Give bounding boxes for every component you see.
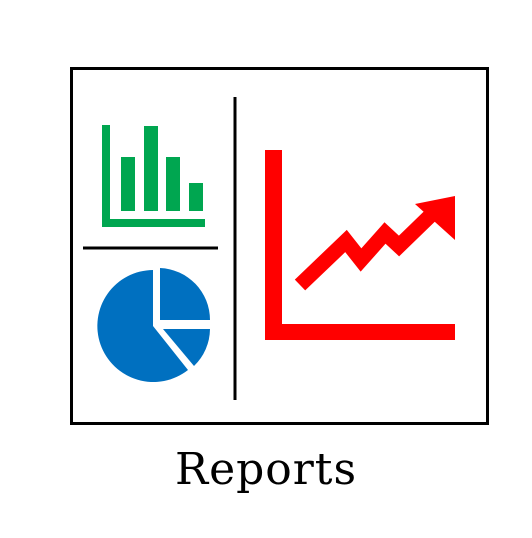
- pie-chart-top-slice: [160, 268, 211, 320]
- line-chart-axis-horizontal: [265, 324, 455, 340]
- frame-border: [70, 67, 489, 425]
- bar-chart-bar: [144, 126, 158, 211]
- trend-line: [294, 208, 438, 291]
- bar-chart-axis-vertical: [102, 125, 110, 227]
- bar-chart-bar: [189, 183, 203, 211]
- pie-chart-side-slice: [163, 329, 210, 366]
- pie-chart-icon: [97, 268, 211, 382]
- trend-arrow-head: [415, 196, 455, 240]
- trend-up-arrow-chart-icon: [265, 150, 455, 340]
- line-chart-axis-vertical: [265, 150, 282, 340]
- pie-chart-large-slice: [97, 270, 188, 382]
- bar-chart-bar: [166, 157, 180, 211]
- caption-label: Reports: [174, 444, 358, 495]
- bar-chart-icon: [102, 125, 205, 227]
- bar-chart-bar: [121, 157, 135, 211]
- bar-chart-axis-horizontal: [102, 219, 205, 227]
